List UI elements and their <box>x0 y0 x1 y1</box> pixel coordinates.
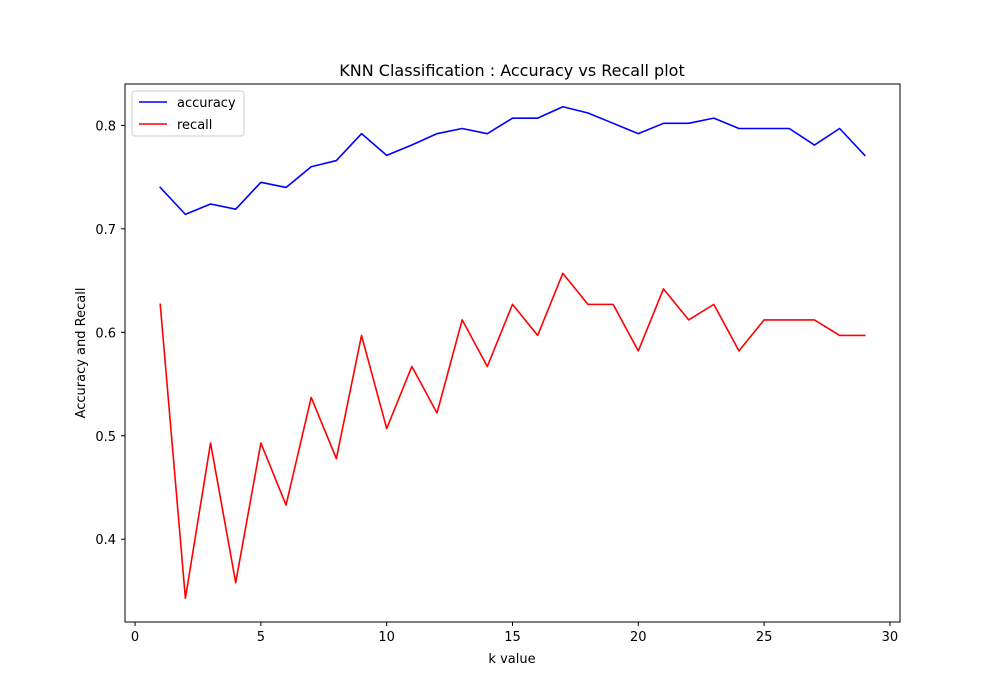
x-tick-label: 5 <box>257 630 265 645</box>
legend-label-accuracy: accuracy <box>177 96 236 111</box>
series-layer <box>159 105 866 600</box>
x-axis-label: k value <box>488 652 535 667</box>
y-axis-label: Accuracy and Recall <box>74 288 89 419</box>
legend: accuracy recall <box>131 90 245 137</box>
y-tick-label: 0.8 <box>95 119 116 134</box>
x-tick-label: 15 <box>504 630 521 645</box>
legend-label-recall: recall <box>177 118 212 133</box>
y-tick-label: 0.4 <box>95 533 116 548</box>
x-tick-label: 20 <box>630 630 647 645</box>
x-tick-label: 25 <box>756 630 773 645</box>
x-axis: 0 5 10 15 20 25 30 <box>131 622 898 645</box>
y-tick-label: 0.5 <box>95 430 116 445</box>
y-tick-label: 0.7 <box>95 223 116 238</box>
y-tick-label: 0.6 <box>95 326 116 341</box>
x-tick-label: 30 <box>882 630 899 645</box>
chart-title: KNN Classification : Accuracy vs Recall … <box>339 61 684 80</box>
x-tick-label: 10 <box>378 630 395 645</box>
y-axis: 0.4 0.5 0.6 0.7 0.8 <box>95 119 125 548</box>
series-line-accuracy <box>159 105 866 216</box>
series-line-recall <box>159 272 866 600</box>
x-tick-label: 0 <box>131 630 139 645</box>
